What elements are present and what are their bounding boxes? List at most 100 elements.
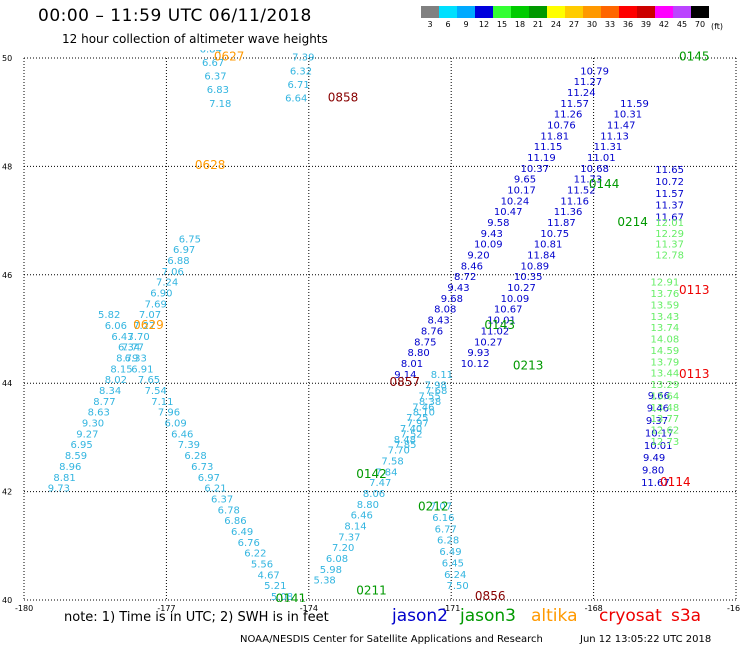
lon-tick-label: -16: [727, 604, 740, 613]
wave-height-value: 6.06: [105, 321, 127, 332]
scale-label: 70: [694, 20, 706, 29]
wave-height-value: 6.78: [218, 505, 240, 516]
wave-height-value: 9.46: [647, 403, 669, 414]
wave-height-value: 6.88: [167, 256, 189, 267]
scale-swatch: [493, 6, 511, 18]
scale-label: 45: [676, 20, 688, 29]
wave-height-value: 9.80: [642, 466, 664, 477]
wave-height-value: 13.74: [651, 323, 680, 334]
wave-height-value: 13.43: [651, 312, 680, 323]
wave-height-value: 5.38: [314, 576, 336, 587]
legend-item: s3a: [671, 606, 702, 626]
wave-height-value: 5.56: [251, 559, 273, 570]
wave-height-value: 7.07: [430, 501, 452, 512]
wave-height-value: 6.73: [191, 462, 213, 473]
wave-height-value: 7.18: [209, 99, 231, 110]
scale-swatch: [619, 6, 637, 18]
wave-height-value: 11.31: [594, 142, 623, 153]
wave-height-value: 7.46: [412, 402, 434, 413]
wave-height-value: 11.52: [567, 186, 596, 197]
scale-label: 24: [550, 20, 562, 29]
wave-height-value: 10.09: [474, 240, 503, 251]
wave-height-value: 10.81: [534, 240, 563, 251]
legend-item: cryosat: [599, 606, 662, 626]
wave-height-value: 10.12: [461, 359, 490, 370]
wave-height-value: 11.67: [641, 478, 670, 489]
wave-height-value: 7.84: [375, 467, 397, 478]
data-layer: 5.085.214.675.566.226.766.496.866.786.37…: [48, 0, 710, 606]
scale-bin: 33: [601, 6, 619, 31]
wave-height-value: 8.63: [88, 408, 110, 419]
scale-bin: 45: [673, 6, 691, 31]
scale-label: 27: [568, 20, 580, 29]
scale-bin: 12: [475, 6, 493, 31]
wave-height-value: 7.07: [139, 310, 161, 321]
wave-height-value: 6.77: [435, 524, 457, 535]
wave-height-value: 6.97: [173, 245, 195, 256]
wave-height-value: 5.08: [271, 592, 293, 603]
pass-time-label: 0113: [679, 283, 710, 297]
wave-height-value: 8.46: [461, 261, 483, 272]
wave-height-value: 6.49: [439, 547, 461, 558]
wave-height-value: 6.24: [444, 570, 466, 581]
wave-height-value: 6.21: [204, 484, 226, 495]
wave-height-value: 9.20: [467, 251, 489, 262]
wave-height-value: 11.37: [655, 201, 684, 212]
wave-height-value: 11.57: [655, 189, 684, 200]
wave-height-value: 6.28: [437, 536, 459, 547]
scale-label: 21: [532, 20, 544, 29]
wave-height-value: 6.91: [131, 364, 153, 375]
wave-height-value: 6.67: [202, 58, 224, 69]
pass-time-label: 0211: [356, 584, 387, 598]
wave-height-value: 7.77: [122, 343, 144, 354]
wave-height-value: 7.69: [145, 299, 167, 310]
generated-time: Jun 12 13:05:22 UTC 2018: [580, 634, 712, 645]
wave-height-value: 12.73: [651, 437, 680, 448]
scale-label: 12: [478, 20, 490, 29]
wave-height-value: 10.76: [547, 120, 576, 131]
wave-height-value: 6.37: [211, 494, 233, 505]
wave-height-value: 10.17: [645, 428, 674, 439]
wave-height-value: 8.08: [434, 305, 456, 316]
wave-height-value: 6.95: [71, 440, 93, 451]
lat-tick-label: 42: [2, 488, 12, 497]
wave-height-value: 6.34: [118, 343, 140, 354]
wave-height-value: 7.52: [400, 429, 422, 440]
wave-height-value: 10.17: [507, 186, 536, 197]
wave-height-value: 6.46: [171, 429, 193, 440]
wave-height-value: 12.62: [651, 426, 680, 437]
wave-height-value: 11.65: [655, 165, 684, 176]
lat-tick-label: 48: [2, 162, 12, 171]
wave-height-value: 9.66: [648, 391, 670, 402]
wave-height-value: 7.63: [190, 0, 212, 1]
wave-height-value: 7.27: [195, 17, 217, 28]
pass-time-label: 0143: [484, 318, 515, 332]
wave-height-value: 10.09: [501, 294, 530, 305]
wave-height-value: 7.20: [332, 543, 354, 554]
wave-height-value: 6.46: [351, 511, 373, 522]
wave-height-value: 6.75: [179, 234, 201, 245]
wave-height-value: 8.10: [413, 408, 435, 419]
wave-height-value: 7.27: [133, 321, 155, 332]
wave-height-value: 8.75: [414, 337, 436, 348]
wave-height-value: 12.78: [655, 251, 684, 262]
lon-tick-label: -177: [157, 604, 175, 613]
wave-height-value: 11.01: [587, 153, 616, 164]
lon-tick-label: -168: [585, 604, 603, 613]
scale-label: 9: [463, 20, 469, 29]
page-title: 00:00 – 11:59 UTC 06/11/2018: [38, 6, 312, 26]
wave-height-value: 9.65: [514, 175, 536, 186]
wave-height-value: 5.98: [320, 565, 342, 576]
wave-height-value: 8.80: [357, 500, 379, 511]
wave-height-value: 8.77: [93, 397, 115, 408]
wave-height-value: 9.93: [467, 348, 489, 359]
pass-time-label: 0212: [418, 500, 449, 514]
page-subtitle: 12 hour collection of altimeter wave hei…: [62, 32, 328, 46]
scale-bin: 9: [457, 6, 475, 31]
wave-height-value: 5.21: [264, 581, 286, 592]
wave-height-value: 10.68: [580, 164, 609, 175]
credit-text: NOAA/NESDIS Center for Satellite Applica…: [240, 634, 543, 645]
pass-time-label: 0141: [276, 592, 307, 606]
pass-time-label: 0857: [389, 375, 420, 389]
wave-height-value: 10.27: [507, 283, 536, 294]
